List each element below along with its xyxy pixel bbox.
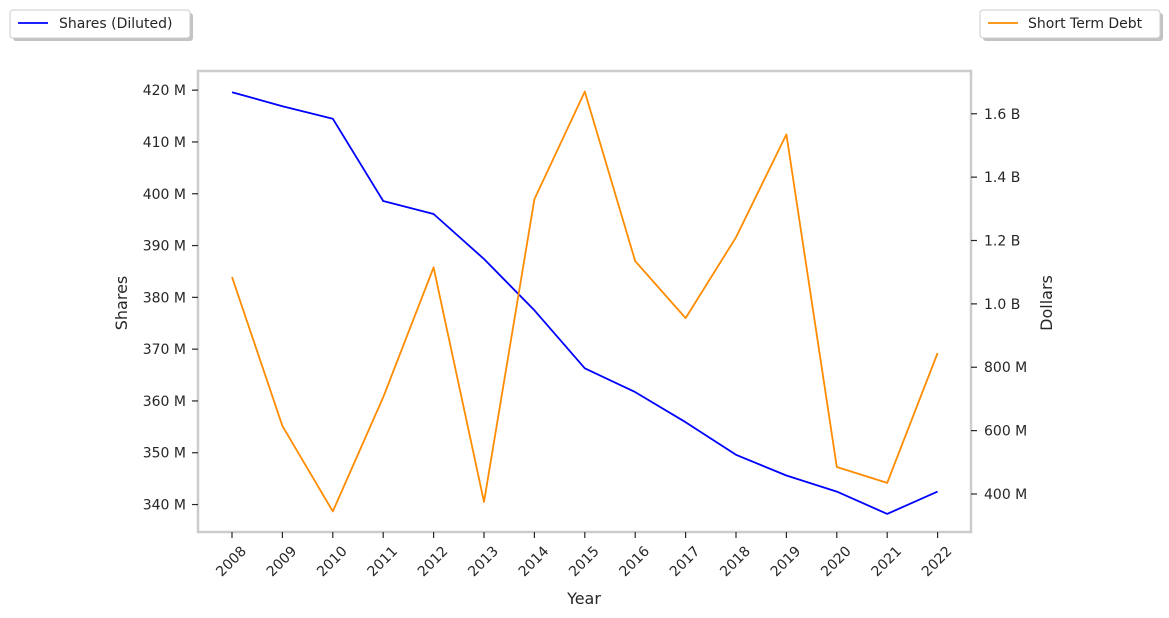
left-tick-label: 410 M (143, 135, 186, 151)
x-tick-label: 2010 (314, 544, 351, 581)
left-axis-title: Shares (112, 276, 131, 331)
right-axis-title: Dollars (1037, 275, 1056, 331)
left-tick-label: 390 M (143, 239, 186, 255)
legend-shares-diluted: Shares (Diluted) (9, 9, 193, 41)
x-tick-label: 2018 (717, 544, 754, 581)
x-tick-label: 2022 (919, 544, 956, 581)
x-axis-title: Year (566, 589, 601, 608)
left-tick-label: 340 M (143, 498, 186, 514)
x-tick-label: 2012 (415, 544, 452, 581)
series-line-short-term-debt (231, 90, 939, 513)
x-tick-label: 2011 (365, 544, 402, 581)
x-tick-label: 2013 (465, 544, 502, 581)
x-tick-label: 2019 (768, 544, 805, 581)
legend-label-debt: Short Term Debt (1028, 16, 1143, 32)
right-tick-label: 800 M (984, 360, 1027, 376)
legend-short-term-debt: Short Term Debt (979, 9, 1163, 41)
x-tick-label: 2009 (264, 544, 301, 581)
right-tick-label: 1.6 B (984, 107, 1020, 123)
legend-label-shares: Shares (Diluted) (59, 16, 173, 32)
left-tick-label: 370 M (143, 342, 186, 358)
x-tick-label: 2015 (566, 544, 603, 581)
left-tick-label: 360 M (143, 394, 186, 410)
x-tick-label: 2008 (213, 544, 250, 581)
series-line-shares-diluted (231, 91, 938, 515)
plot-frame (196, 69, 973, 534)
right-tick-label: 600 M (984, 424, 1027, 440)
x-tick-label: 2016 (617, 543, 654, 580)
left-tick-label: 350 M (143, 446, 186, 462)
x-tick-label: 2014 (516, 543, 553, 580)
x-tick-label: 2020 (818, 544, 855, 581)
right-tick-label: 400 M (984, 487, 1027, 503)
left-tick-label: 380 M (143, 290, 186, 306)
x-tick-label: 2017 (667, 544, 704, 581)
right-tick-label: 1.2 B (984, 234, 1020, 250)
right-tick-label: 1.0 B (984, 297, 1020, 313)
x-tick-label: 2021 (869, 544, 906, 581)
right-tick-label: 1.4 B (984, 170, 1020, 186)
left-tick-label: 420 M (143, 83, 186, 99)
left-tick-label: 400 M (143, 187, 186, 203)
